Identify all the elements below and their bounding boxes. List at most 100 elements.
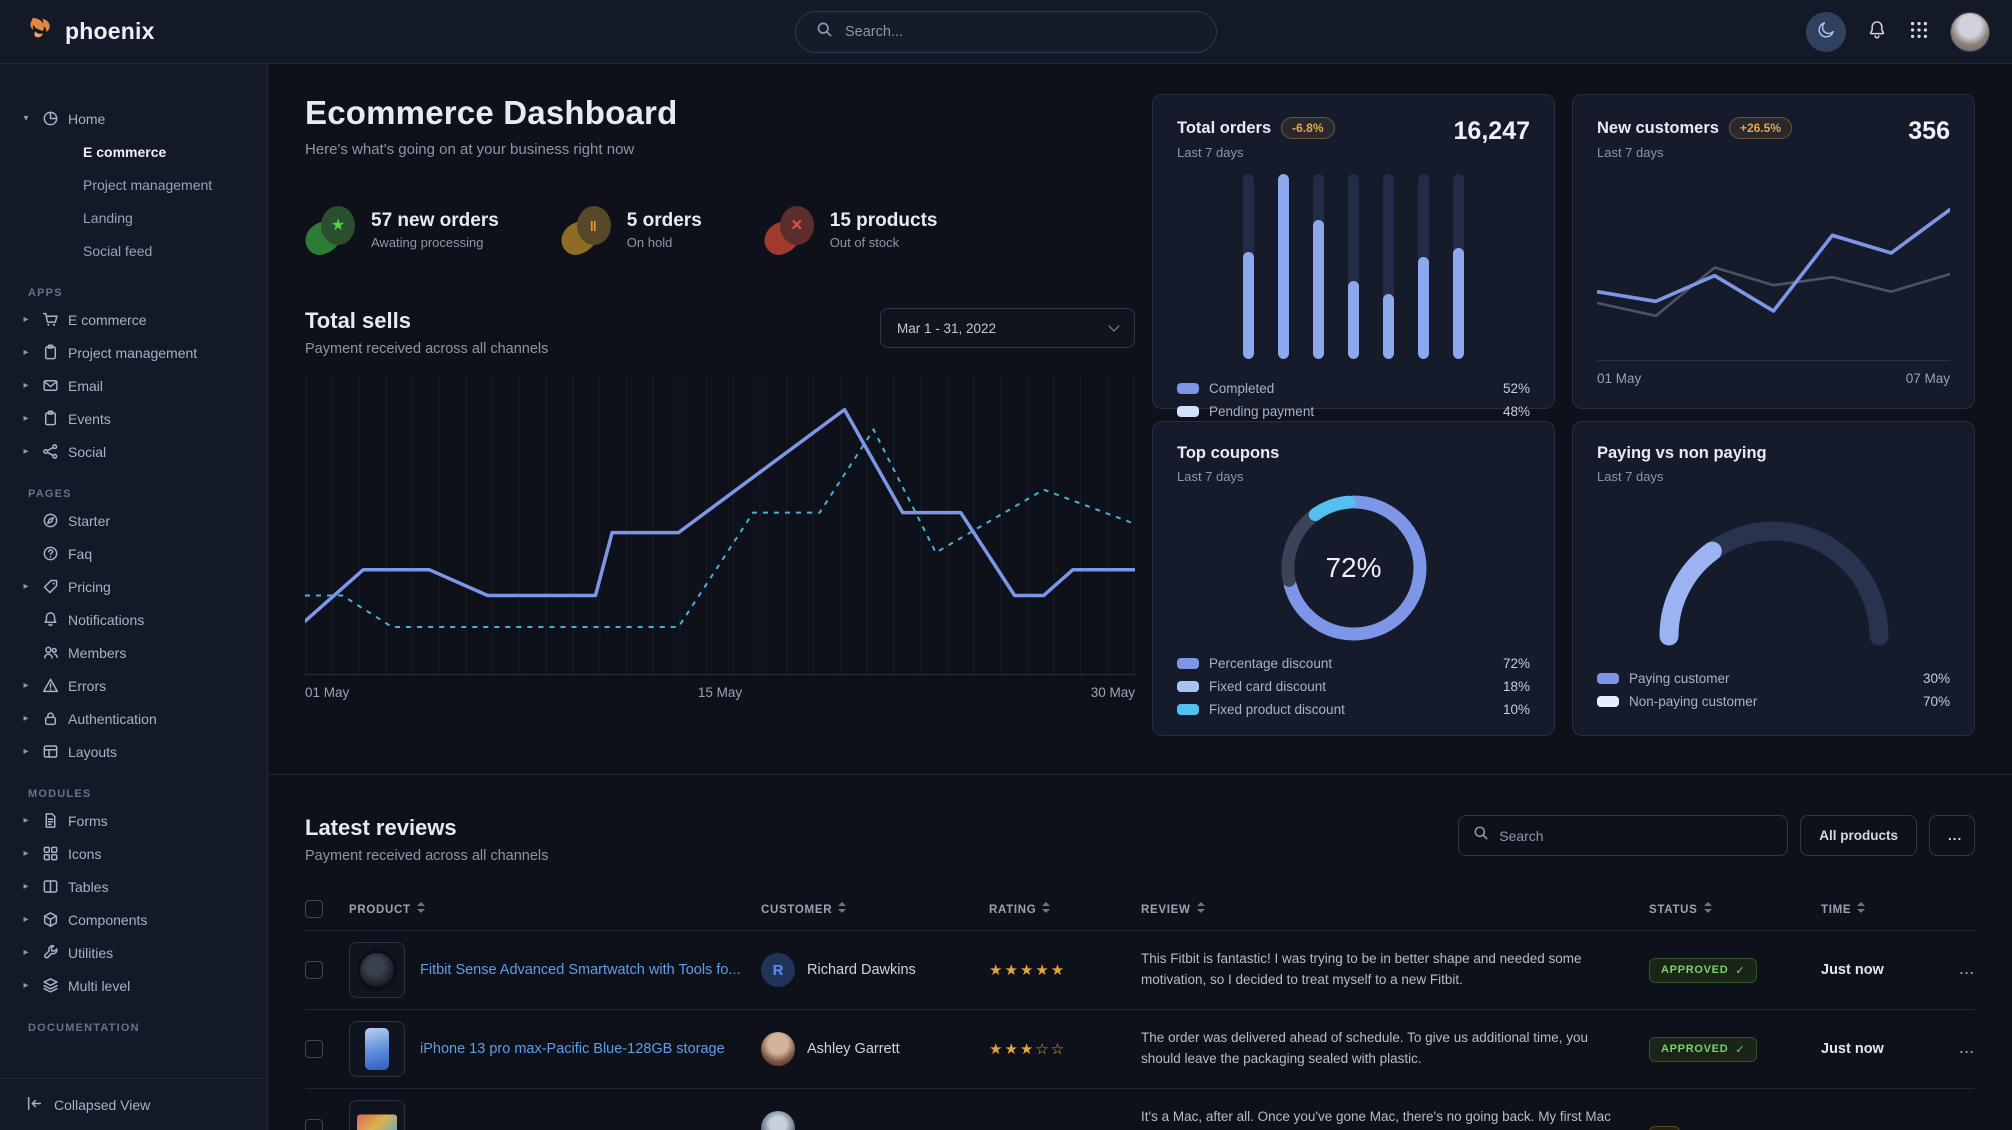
row-menu-button[interactable]: ...	[1959, 1041, 1975, 1056]
sidebar-item-row[interactable]: ▸ Social	[0, 435, 267, 468]
sidebar-item-label: Members	[68, 644, 127, 661]
kpi-cards: Total orders -6.8% Last 7 days 16,247	[1152, 94, 1975, 736]
sidebar-item-label: Social	[68, 443, 107, 460]
main-content: Ecommerce Dashboard Here's what's going …	[268, 64, 2012, 1130]
legend-row: Non-paying customer 70%	[1597, 690, 1950, 713]
row-checkbox[interactable]	[305, 1118, 323, 1130]
card-title: Top coupons	[1177, 444, 1280, 462]
sidebar-item-label: Authentication	[68, 710, 157, 727]
sidebar-item-row[interactable]: ▸ Authentication	[0, 702, 267, 735]
row-checkbox[interactable]	[305, 960, 323, 979]
sidebar-subitem[interactable]: E commerce	[0, 135, 267, 168]
user-avatar[interactable]	[1950, 11, 1990, 52]
phoenix-logo-icon	[26, 14, 56, 49]
sidebar-item: ▸ Email	[0, 369, 267, 402]
sidebar-item-row[interactable]: ▸ Project management	[0, 336, 267, 369]
collapse-sidebar-button[interactable]: Collapsed View	[0, 1078, 266, 1130]
card-value: 356	[1908, 117, 1950, 145]
sidebar-item-label: Home	[68, 110, 106, 127]
sidebar-item-row[interactable]: ▾ Home	[0, 102, 267, 135]
sidebar-item-row[interactable]: Notifications	[0, 603, 267, 636]
sidebar-item-row[interactable]: ▸ Pricing	[0, 570, 267, 603]
legend-row: Pending payment 48%	[1177, 400, 1530, 423]
sidebar-item-row[interactable]: ▸ Forms	[0, 804, 267, 837]
quick-stats: ★ 57 new orders Awating processing ‖ 5 o…	[301, 206, 1135, 258]
row-menu-button[interactable]: ...	[1959, 962, 1975, 977]
sidebar-item-row[interactable]: ▸ Errors	[0, 669, 267, 702]
customer-avatar	[761, 1032, 795, 1066]
legend-label: Non-paying customer	[1629, 694, 1758, 709]
notifications-button[interactable]	[1866, 19, 1888, 44]
customer-avatar	[761, 1111, 795, 1130]
search-icon	[816, 21, 833, 43]
total-sells-section: Total sells Payment received across all …	[305, 308, 1135, 700]
date-range-value: Mar 1 - 31, 2022	[897, 320, 997, 336]
delta-badge: -6.8%	[1281, 117, 1335, 139]
sidebar-item-icon	[41, 344, 59, 362]
sidebar-item-row[interactable]: ▸ Layouts	[0, 735, 267, 768]
sidebar-section-label: APPS	[28, 287, 63, 299]
sidebar-item-icon	[41, 977, 59, 995]
apps-grid-button[interactable]	[1908, 19, 1930, 44]
orders-legend: Completed 52% Pending payment 48%	[1177, 377, 1530, 423]
all-products-filter-button[interactable]: All products	[1800, 815, 1917, 856]
sidebar-subitem[interactable]: Project management	[0, 168, 267, 201]
sidebar: ▾ Home E commerce Project manageme	[0, 64, 268, 1130]
rating-stars: ★★★★★	[989, 961, 1067, 979]
col-customer[interactable]: CUSTOMER	[761, 890, 989, 931]
sidebar-item-row[interactable]: Members	[0, 636, 267, 669]
sidebar-item-row[interactable]: ▸ Utilities	[0, 936, 267, 969]
reviews-search[interactable]	[1458, 815, 1789, 856]
x-tick: 07 May	[1905, 371, 1950, 386]
sidebar-item-row[interactable]: Faq	[0, 537, 267, 570]
sidebar-item-label: Events	[68, 410, 111, 427]
brand[interactable]: phoenix	[0, 14, 268, 49]
theme-toggle-button[interactable]	[1806, 11, 1846, 52]
x-tick: 01 May	[305, 685, 350, 700]
sidebar-item-row[interactable]: ▸ Tables	[0, 870, 267, 903]
sidebar-item-label: Errors	[68, 677, 107, 694]
sidebar-item-icon	[41, 410, 59, 428]
date-range-select[interactable]: Mar 1 - 31, 2022	[880, 308, 1135, 348]
col-status[interactable]: STATUS	[1649, 890, 1821, 931]
sidebar-item-label: E commerce	[68, 311, 147, 328]
global-search[interactable]	[795, 10, 1217, 53]
sidebar-item-row[interactable]: ▸ E commerce	[0, 303, 267, 336]
sidebar-item-row[interactable]: ▸ Multi level	[0, 969, 267, 1002]
col-product[interactable]: PRODUCT	[349, 890, 761, 931]
col-rating[interactable]: RATING	[989, 890, 1141, 931]
reviews-more-button[interactable]: ...	[1929, 815, 1975, 856]
sidebar-item-icon	[41, 512, 59, 530]
sidebar-item-row[interactable]: Starter	[0, 504, 267, 537]
col-review[interactable]: REVIEW	[1141, 890, 1649, 931]
bell-icon	[1866, 19, 1888, 44]
sidebar-item: Starter	[0, 504, 267, 537]
caret-icon: ▸	[23, 581, 29, 592]
sidebar-item-row[interactable]: ▸ Icons	[0, 837, 267, 870]
paying-card: Paying vs non paying Last 7 days	[1572, 421, 1975, 736]
legend-swatch	[1177, 681, 1199, 692]
stat-icon: ×	[760, 206, 816, 258]
legend-label: Pending payment	[1209, 404, 1315, 419]
delta-badge: +26.5%	[1728, 117, 1793, 139]
sidebar-item-row[interactable]: ▸ Email	[0, 369, 267, 402]
reviews-search-input[interactable]	[1499, 827, 1774, 844]
sidebar-item-row[interactable]: ▸ Components	[0, 903, 267, 936]
col-time[interactable]: TIME	[1821, 890, 1933, 931]
customer-avatar: R	[761, 953, 795, 987]
brand-name: phoenix	[65, 18, 155, 44]
sidebar-item-label: Tables	[68, 878, 109, 895]
sidebar-item-row[interactable]: ▸ Events	[0, 402, 267, 435]
product-link[interactable]: Fitbit Sense Advanced Smartwatch with To…	[420, 962, 741, 978]
row-checkbox[interactable]	[305, 1039, 323, 1058]
card-period: Last 7 days	[1597, 145, 1664, 160]
caret-icon: ▸	[23, 314, 29, 325]
select-all-checkbox[interactable]	[305, 900, 323, 918]
sidebar-subitem[interactable]: Social feed	[0, 234, 267, 267]
sidebar-item-icon	[41, 611, 59, 629]
stat-sublabel: Awating processing	[371, 235, 484, 250]
sidebar-subitem[interactable]: Landing	[0, 201, 267, 234]
global-search-input[interactable]	[845, 23, 1196, 40]
caret-icon: ▸	[23, 713, 29, 724]
product-link[interactable]: iPhone 13 pro max-Pacific Blue-128GB sto…	[420, 1041, 725, 1057]
